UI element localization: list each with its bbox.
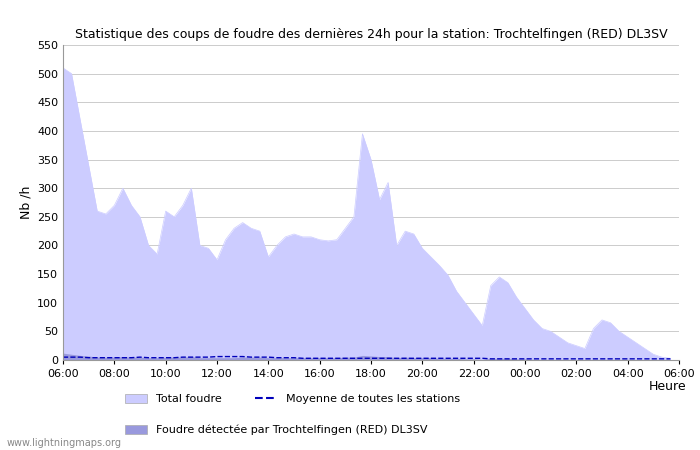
- Text: Heure: Heure: [648, 380, 686, 393]
- Y-axis label: Nb /h: Nb /h: [20, 186, 33, 219]
- Legend: Foudre détectée par Trochtelfingen (RED) DL3SV: Foudre détectée par Trochtelfingen (RED)…: [125, 425, 427, 436]
- Text: www.lightningmaps.org: www.lightningmaps.org: [7, 438, 122, 448]
- Legend: Total foudre, Moyenne de toutes les stations: Total foudre, Moyenne de toutes les stat…: [125, 393, 460, 404]
- Title: Statistique des coups de foudre des dernières 24h pour la station: Trochtelfinge: Statistique des coups de foudre des dern…: [75, 28, 667, 41]
